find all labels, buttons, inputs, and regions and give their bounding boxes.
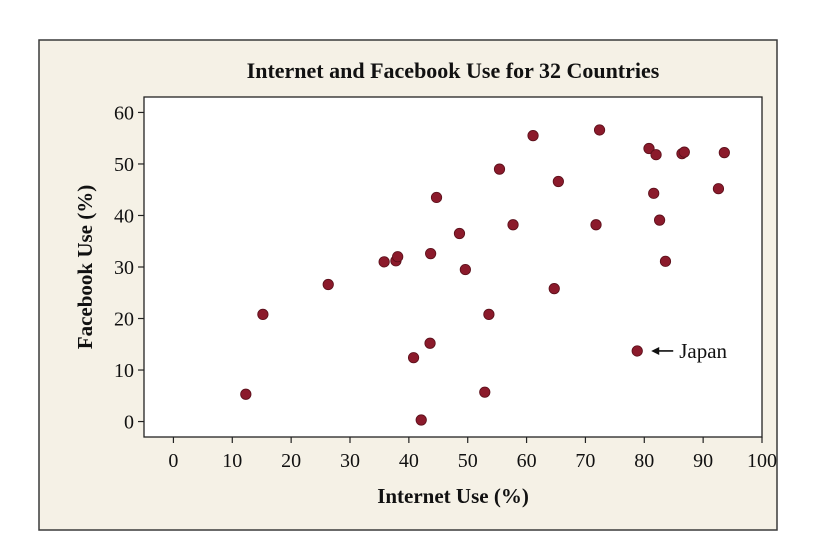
x-tick-label: 70 [575, 450, 595, 472]
data-point [257, 308, 269, 320]
data-point [552, 175, 564, 188]
data-point [593, 124, 606, 136]
data-point [407, 352, 420, 364]
data-point [483, 308, 495, 320]
y-tick-label: 0 [124, 412, 134, 434]
data-point [240, 388, 252, 400]
y-tick-label: 20 [114, 309, 134, 331]
data-point [548, 283, 560, 295]
data-point [643, 142, 655, 155]
x-axis-label: Internet Use (%) [377, 484, 529, 508]
x-tick-label: 60 [517, 450, 537, 472]
data-point [527, 130, 539, 142]
x-tick-label: 20 [281, 450, 301, 472]
x-tick-label: 30 [340, 450, 360, 472]
x-tick-label: 100 [747, 450, 777, 472]
data-point [392, 251, 404, 263]
data-point [415, 414, 427, 426]
data-points [240, 124, 730, 426]
data-point [425, 248, 437, 260]
data-point [493, 163, 506, 175]
x-tick-label: 40 [399, 450, 419, 472]
annotation-label: Japan [679, 339, 727, 363]
y-tick-label: 30 [114, 257, 134, 279]
y-tick-label: 50 [114, 154, 134, 176]
data-point [424, 337, 436, 349]
chart-title: Internet and Facebook Use for 32 Countri… [247, 58, 660, 83]
annotations: Japan [651, 339, 728, 363]
data-point [659, 255, 672, 267]
data-point [378, 256, 390, 268]
data-point [590, 219, 602, 231]
data-point [322, 278, 334, 291]
x-tick-label: 90 [693, 450, 713, 472]
x-tick-label: 10 [222, 450, 242, 472]
x-tick-label: 80 [634, 450, 654, 472]
data-point [712, 183, 725, 195]
data-point [678, 146, 690, 158]
y-tick-label: 10 [114, 360, 134, 382]
y-tick-label: 40 [114, 205, 134, 227]
data-point [453, 227, 466, 240]
data-point [459, 263, 471, 276]
x-axis: 0 10 20 30 40 50 60 70 80 90 100 [168, 437, 777, 472]
data-point [718, 147, 730, 159]
data-point [631, 345, 643, 357]
data-point [648, 187, 660, 199]
data-point [507, 219, 519, 231]
plot-area [143, 96, 763, 438]
data-point [650, 149, 662, 161]
y-axis-label: Facebook Use (%) [73, 185, 97, 349]
data-point [430, 191, 443, 204]
data-point [653, 214, 666, 226]
y-tick-label: 60 [114, 102, 134, 124]
data-point [479, 386, 491, 398]
annotation-arrow-head [651, 346, 660, 355]
x-tick-label: 50 [458, 450, 478, 472]
x-tick-label: 0 [168, 450, 178, 472]
y-axis: 0 10 20 30 40 50 60 [114, 102, 144, 434]
